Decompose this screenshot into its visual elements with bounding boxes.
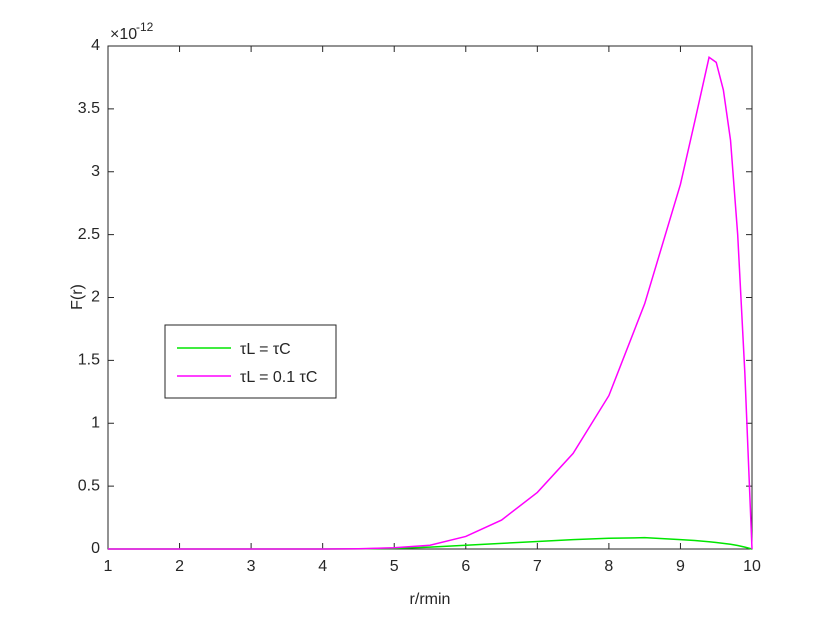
y-tick-label: 0: [91, 540, 100, 557]
y-tick-label: 1.5: [78, 352, 100, 369]
y-tick-label: 1: [91, 414, 100, 431]
y-tick-label: 2: [91, 289, 100, 306]
y-axis-label: F(r): [69, 284, 86, 310]
x-tick-label: 3: [247, 558, 256, 575]
y-scale-exponent: -12: [136, 20, 154, 34]
x-tick-label: 10: [743, 558, 761, 575]
legend-label: τL = τC: [240, 341, 291, 358]
y-tick-label: 3.5: [78, 100, 100, 117]
plot-area: [107, 45, 753, 550]
series-line: [108, 56, 753, 550]
x-tick-label: 8: [604, 558, 613, 575]
y-tick-label: 2.5: [78, 226, 100, 243]
x-tick-label: 6: [461, 558, 470, 575]
legend-label: τL = 0.1 τC: [240, 369, 317, 386]
x-tick-label: 4: [318, 558, 327, 575]
x-tick-label: 2: [175, 558, 184, 575]
x-tick-label: 9: [676, 558, 685, 575]
y-tick-label: 0.5: [78, 477, 100, 494]
y-scale-base: ×10: [110, 26, 137, 43]
x-tick-label: 5: [390, 558, 399, 575]
x-tick-label: 7: [533, 558, 542, 575]
y-tick-label: 3: [91, 163, 100, 180]
x-axis-label: r/rmin: [410, 591, 451, 608]
legend-box: [164, 324, 337, 399]
x-tick-label: 1: [104, 558, 113, 575]
y-tick-label: 4: [91, 37, 100, 54]
